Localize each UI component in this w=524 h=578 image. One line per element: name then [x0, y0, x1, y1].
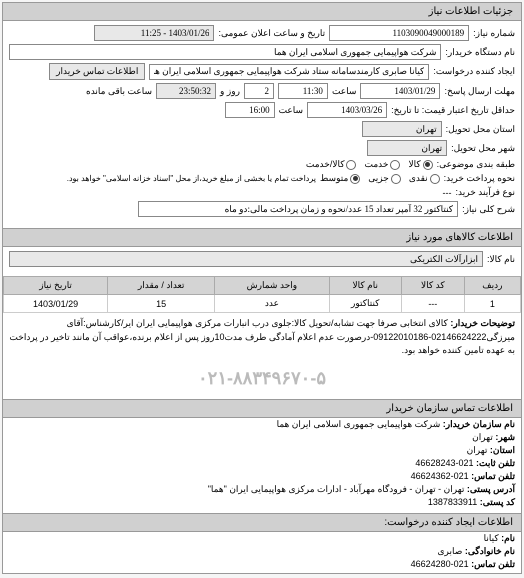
- radio-khedmat[interactable]: [390, 160, 400, 170]
- requester-label: ایجاد کننده درخواست:: [433, 66, 515, 77]
- validity-label: حداقل تاریخ اعتبار قیمت: تا تاریخ:: [391, 105, 515, 116]
- requester-section-title: اطلاعات ایجاد کننده درخواست:: [3, 513, 521, 532]
- province-label: استان:: [490, 445, 515, 455]
- city-label: شهر:: [495, 432, 515, 442]
- delivery-province-label: استان محل تحویل:: [446, 124, 515, 135]
- watermark-phone: ۰۲۱-۸۸۳۴۹۶۷۰-۵: [3, 362, 521, 395]
- req-name-value: کیانا: [484, 533, 499, 543]
- city-value: تهران: [472, 432, 493, 442]
- requester-input: [149, 64, 429, 80]
- req-lastname-label: نام خانوادگی:: [465, 546, 515, 556]
- province-value: تهران: [467, 445, 488, 455]
- delivery-city-label: شهر محل تحویل:: [451, 143, 515, 154]
- radio-cash[interactable]: [430, 174, 440, 184]
- radio-both[interactable]: [346, 160, 356, 170]
- process-type-value: ---: [443, 188, 452, 198]
- postal-label: کد پستی:: [480, 497, 515, 507]
- goods-table: ردیف کد کالا نام کالا واحد شمارش تعداد /…: [3, 276, 521, 313]
- summary-label: شرح کلی نیاز:: [462, 204, 515, 215]
- phone-label: تلفن ثابت:: [476, 458, 515, 468]
- remaining-days-label: روز و: [220, 86, 240, 97]
- payment-note: پرداخت تمام یا بخشی از مبلغ خرید،از محل …: [67, 174, 316, 183]
- buyer-notes-text: کالای انتخابی صرفا جهت تشابه/تحویل کالا:…: [9, 318, 515, 355]
- buyer-notes-label: توضیحات خریدار:: [450, 318, 515, 328]
- address-label: آدرس پستی:: [467, 484, 515, 494]
- req-phone-value: 021-46624280: [411, 559, 469, 569]
- remaining-days-input: [244, 83, 274, 99]
- delivery-province-input: [362, 121, 442, 137]
- th-name: نام کالا: [329, 277, 401, 295]
- summary-input: [138, 201, 458, 217]
- delivery-city-input: [367, 140, 447, 156]
- announce-datetime-input: [94, 25, 214, 41]
- page-title: جزئیات اطلاعات نیاز: [3, 3, 521, 21]
- request-number-input: [329, 25, 469, 41]
- deadline-date-input: [360, 83, 440, 99]
- buyer-org-label: نام دستگاه خریدار:: [445, 47, 515, 58]
- phone-value: 021-46628243: [415, 458, 473, 468]
- req-lastname-value: صابری: [438, 546, 463, 556]
- goods-section-title: اطلاعات کالاهای مورد نیاز: [3, 228, 521, 247]
- radio-kala[interactable]: [423, 160, 433, 170]
- remaining-time-label: ساعت باقی مانده: [86, 86, 152, 97]
- remaining-time-input: [156, 83, 216, 99]
- process-type-label: نوع فرآیند خرید:: [456, 187, 516, 198]
- postal-value: 1387833911: [428, 497, 477, 507]
- deadline-time-label: ساعت: [332, 86, 357, 97]
- goods-group-label: نام کالا:: [487, 254, 515, 265]
- contact-section-title: اطلاعات تماس سازمان خریدار: [3, 399, 521, 418]
- buyer-org-input: [9, 44, 441, 60]
- radio-partial[interactable]: [391, 174, 401, 184]
- req-phone-label: تلفن تماس:: [471, 559, 515, 569]
- th-row: ردیف: [464, 277, 520, 295]
- deadline-submit-label: مهلت ارسال پاسخ:: [444, 86, 515, 97]
- payment-label: نحوه پرداخت خرید:: [444, 173, 515, 184]
- request-number-label: شماره نیاز:: [473, 28, 515, 39]
- org-value: شرکت هواپیمایی جمهوری اسلامی ایران هما: [277, 419, 441, 429]
- address-value: تهران - تهران - فرودگاه مهرآباد - ادارات…: [208, 484, 465, 494]
- contact-info-btn[interactable]: اطلاعات تماس خریدار: [49, 63, 145, 80]
- goods-group-input: [9, 251, 483, 267]
- th-code: کد کالا: [401, 277, 464, 295]
- announce-datetime-label: تاریخ و ساعت اعلان عمومی:: [218, 28, 325, 39]
- packaging-label: طبقه بندی موضوعی:: [437, 159, 515, 170]
- radio-medium[interactable]: [350, 174, 360, 184]
- fax-label: تلفن تماس:: [471, 471, 515, 481]
- deadline-time-input: [278, 83, 328, 99]
- validity-date-input: [307, 102, 387, 118]
- fax-value: 021-46624362: [411, 471, 469, 481]
- validity-time-input: [225, 102, 275, 118]
- org-label: نام سازمان خریدار:: [443, 419, 515, 429]
- payment-radio-group: نقدی جزیی متوسط: [320, 173, 440, 184]
- table-row: 1 --- کنتاکتور عدد 15 1403/01/29: [4, 295, 521, 313]
- packaging-radio-group: کالا خدمت کالا/خدمت: [306, 159, 433, 170]
- th-qty: تعداد / مقدار: [108, 277, 215, 295]
- th-unit: واحد شمارش: [215, 277, 330, 295]
- req-name-label: نام:: [501, 533, 515, 543]
- th-date: تاریخ نیاز: [4, 277, 108, 295]
- validity-time-label: ساعت: [279, 105, 304, 116]
